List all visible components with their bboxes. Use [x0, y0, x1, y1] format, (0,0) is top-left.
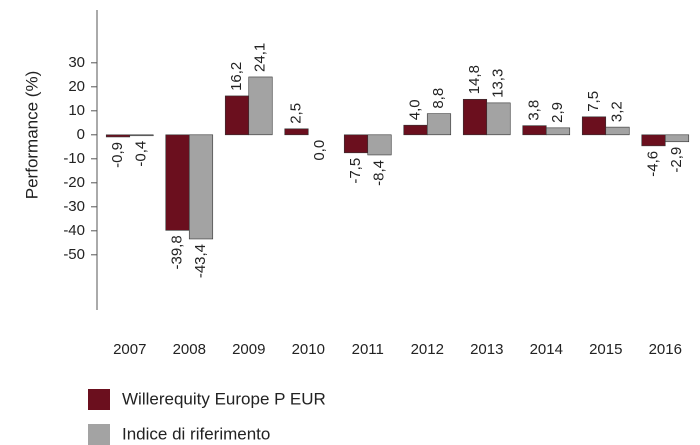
value-label: 7,5: [585, 91, 602, 112]
x-tick-label: 2013: [470, 341, 503, 358]
value-label: 24,1: [251, 43, 268, 72]
x-tick-label: 2009: [232, 341, 265, 358]
value-label: 16,2: [228, 62, 245, 91]
bar: [105, 134, 131, 138]
value-label: 3,8: [525, 100, 542, 121]
x-tick-label: 2015: [589, 341, 622, 358]
bar: [248, 76, 273, 136]
x-tick-label: 2010: [292, 341, 325, 358]
value-label: 4,0: [406, 99, 423, 120]
x-tick-label: 2012: [411, 341, 444, 358]
value-label: 2,9: [549, 102, 566, 123]
bar: [165, 134, 190, 231]
legend-label: Willerequity Europe P EUR: [122, 389, 326, 408]
value-label: -39,8: [168, 235, 185, 269]
y-tick-label: -50: [63, 246, 85, 263]
bar: [188, 134, 214, 240]
value-label: 14,8: [466, 65, 483, 94]
bar: [462, 98, 488, 136]
bar: [403, 124, 428, 136]
y-tick-label: -10: [63, 150, 85, 167]
bar: [129, 134, 154, 137]
value-label: 8,8: [430, 88, 447, 109]
value-label: 3,2: [608, 101, 625, 122]
y-tick-label: -30: [63, 198, 85, 215]
y-tick-label: -40: [63, 222, 85, 239]
y-tick-label: -20: [63, 174, 85, 191]
value-label: -0,9: [109, 142, 126, 168]
x-tick-label: 2008: [173, 341, 206, 358]
x-tick-label: 2007: [113, 341, 146, 358]
bar: [522, 125, 547, 136]
value-label: 2,5: [287, 103, 304, 124]
y-tick-label: 20: [68, 78, 85, 95]
y-tick-label: 10: [68, 102, 85, 119]
value-label: -43,4: [192, 244, 209, 278]
bar: [343, 134, 369, 154]
bar: [605, 126, 630, 136]
bar: [581, 116, 607, 136]
bar: [545, 127, 571, 136]
legend-swatch: [88, 424, 110, 445]
legend-label: Indice di riferimento: [122, 424, 270, 443]
bar: [486, 102, 511, 136]
y-tick-label: 0: [77, 126, 85, 143]
value-label: -0,4: [132, 141, 149, 167]
value-label: -8,4: [370, 160, 387, 186]
bar: [426, 113, 452, 136]
bar: [284, 128, 309, 136]
value-label: 13,3: [489, 69, 506, 98]
legend-swatch: [88, 389, 110, 410]
value-label: -4,6: [644, 151, 661, 177]
x-tick-label: 2011: [352, 341, 384, 358]
bar: [224, 95, 250, 136]
bar: [664, 134, 690, 143]
bar: [367, 134, 392, 156]
x-tick-label: 2016: [649, 341, 682, 358]
y-axis-label: Performance (%): [22, 71, 41, 199]
bar: [641, 134, 666, 147]
value-label: -2,9: [668, 147, 685, 173]
value-label: 0,0: [311, 140, 328, 161]
x-tick-label: 2014: [530, 341, 563, 358]
y-tick-label: 30: [68, 54, 85, 71]
value-label: -7,5: [347, 158, 364, 184]
